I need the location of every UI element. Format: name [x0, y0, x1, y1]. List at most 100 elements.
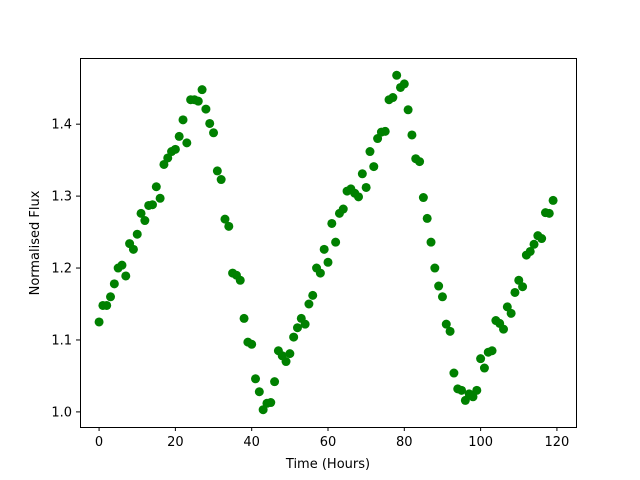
data-point [174, 131, 184, 141]
data-point [136, 208, 146, 218]
data-point [193, 96, 203, 106]
data-point [518, 282, 528, 292]
data-point [258, 405, 268, 415]
data-point [170, 144, 180, 154]
x-tick-label: 40 [243, 435, 260, 450]
data-point [529, 239, 539, 249]
data-point [151, 182, 161, 192]
data-point [369, 162, 379, 172]
data-point [422, 213, 432, 223]
data-point [407, 130, 417, 140]
data-point [121, 271, 131, 281]
data-point [205, 118, 215, 128]
x-tick-label: 100 [468, 435, 493, 450]
data-point [388, 93, 398, 103]
data-point [292, 323, 302, 333]
data-point [239, 313, 249, 323]
data-point [449, 368, 459, 378]
data-point [289, 332, 299, 342]
data-point [109, 279, 119, 289]
data-point [163, 153, 173, 163]
y-axis-ticks: 1.0 1.1 1.2 1.3 1.4 [51, 118, 80, 420]
data-point [327, 218, 337, 228]
data-point [254, 387, 264, 397]
data-points [94, 70, 558, 415]
data-point [354, 192, 364, 202]
data-point [178, 115, 188, 125]
data-point [403, 105, 413, 115]
data-point [479, 363, 489, 373]
x-tick-label: 120 [545, 435, 570, 450]
data-point [315, 268, 325, 278]
data-point [247, 339, 257, 349]
y-tick-label: 1.4 [51, 118, 72, 133]
data-point [525, 246, 535, 256]
x-tick-label: 20 [167, 435, 184, 450]
data-point [147, 200, 157, 210]
data-point [434, 281, 444, 291]
data-point [445, 326, 455, 336]
data-point [102, 300, 112, 310]
data-point [235, 275, 245, 285]
y-axis-label: Normalised Flux [28, 190, 43, 295]
data-point [197, 85, 207, 95]
data-point [106, 292, 116, 302]
data-point [209, 128, 219, 138]
data-point [373, 134, 383, 144]
data-point [502, 302, 512, 312]
data-point [487, 346, 497, 356]
data-point [331, 237, 341, 247]
data-point [128, 244, 138, 254]
data-point [472, 385, 482, 395]
data-point [357, 169, 367, 179]
data-point [418, 193, 428, 203]
x-axis-label: Time (Hours) [285, 457, 370, 472]
plot-frame [80, 58, 577, 428]
data-point [380, 126, 390, 136]
data-point [460, 395, 470, 405]
data-point [300, 319, 310, 329]
data-point [506, 308, 516, 318]
data-point [304, 299, 314, 309]
data-point [430, 263, 440, 273]
data-point [548, 195, 558, 205]
data-point [510, 287, 520, 297]
y-tick-label: 1.3 [51, 190, 72, 205]
data-point [266, 398, 276, 408]
data-point [338, 204, 348, 214]
x-tick-label: 80 [396, 435, 413, 450]
data-point [323, 257, 333, 267]
data-point [132, 229, 142, 239]
y-tick-label: 1.2 [51, 262, 72, 277]
data-point [392, 70, 402, 80]
data-point [365, 147, 375, 157]
data-point [140, 216, 150, 226]
data-point [117, 260, 127, 270]
data-point [285, 349, 295, 359]
data-point [216, 175, 226, 185]
data-point [319, 244, 329, 254]
data-point [426, 237, 436, 247]
x-axis-ticks: 0 20 40 60 80 100 120 [95, 427, 569, 450]
x-tick-label: 60 [320, 435, 337, 450]
data-point [441, 319, 451, 329]
data-point [155, 193, 165, 203]
data-point [251, 374, 261, 384]
data-point [514, 275, 524, 285]
data-point [281, 357, 291, 367]
data-point [537, 234, 547, 244]
data-point [270, 377, 280, 387]
y-tick-label: 1.0 [51, 405, 72, 420]
data-point [308, 290, 318, 300]
data-point [361, 182, 371, 192]
data-point [399, 79, 409, 89]
data-point [544, 208, 554, 218]
data-point [415, 157, 425, 167]
data-point [499, 324, 509, 334]
data-point [468, 392, 478, 402]
data-point [201, 104, 211, 114]
data-point [159, 159, 169, 169]
data-point [94, 317, 104, 327]
data-point [476, 354, 486, 364]
